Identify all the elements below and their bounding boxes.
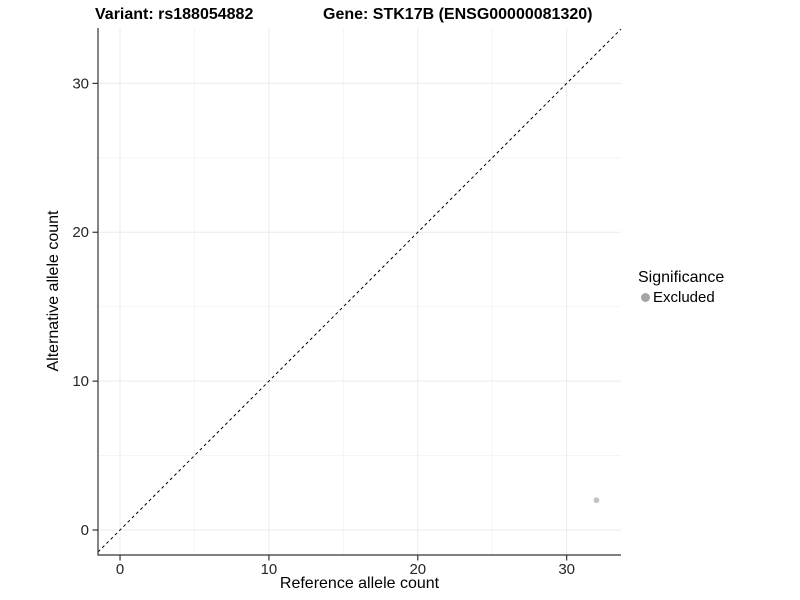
x-tick-label: 30 <box>558 561 575 578</box>
y-axis-label: Alternative allele count <box>45 210 62 372</box>
legend-item-excluded: Excluded <box>638 289 724 306</box>
y-tick-label: 0 <box>81 522 89 539</box>
legend-title: Significance <box>638 269 725 286</box>
gene-title: Gene: STK17B (ENSG00000081320) <box>323 6 593 23</box>
x-tick-label: 0 <box>116 561 124 578</box>
y-tick-label: 30 <box>72 75 89 92</box>
y-tick-label: 20 <box>72 224 89 241</box>
legend-item-label: Excluded <box>653 289 715 306</box>
legend-key <box>638 291 652 305</box>
x-tick-label: 20 <box>409 561 426 578</box>
data-point <box>593 497 600 504</box>
legend: Significance Excluded <box>638 269 724 306</box>
excluded-dot-icon <box>640 293 650 302</box>
x-axis-label: Reference allele count <box>279 575 440 592</box>
identity-line <box>97 28 622 553</box>
y-tick-label: 10 <box>72 373 89 390</box>
variant-title: Variant: rs188054882 <box>95 6 254 23</box>
x-tick-label: 10 <box>261 561 278 578</box>
